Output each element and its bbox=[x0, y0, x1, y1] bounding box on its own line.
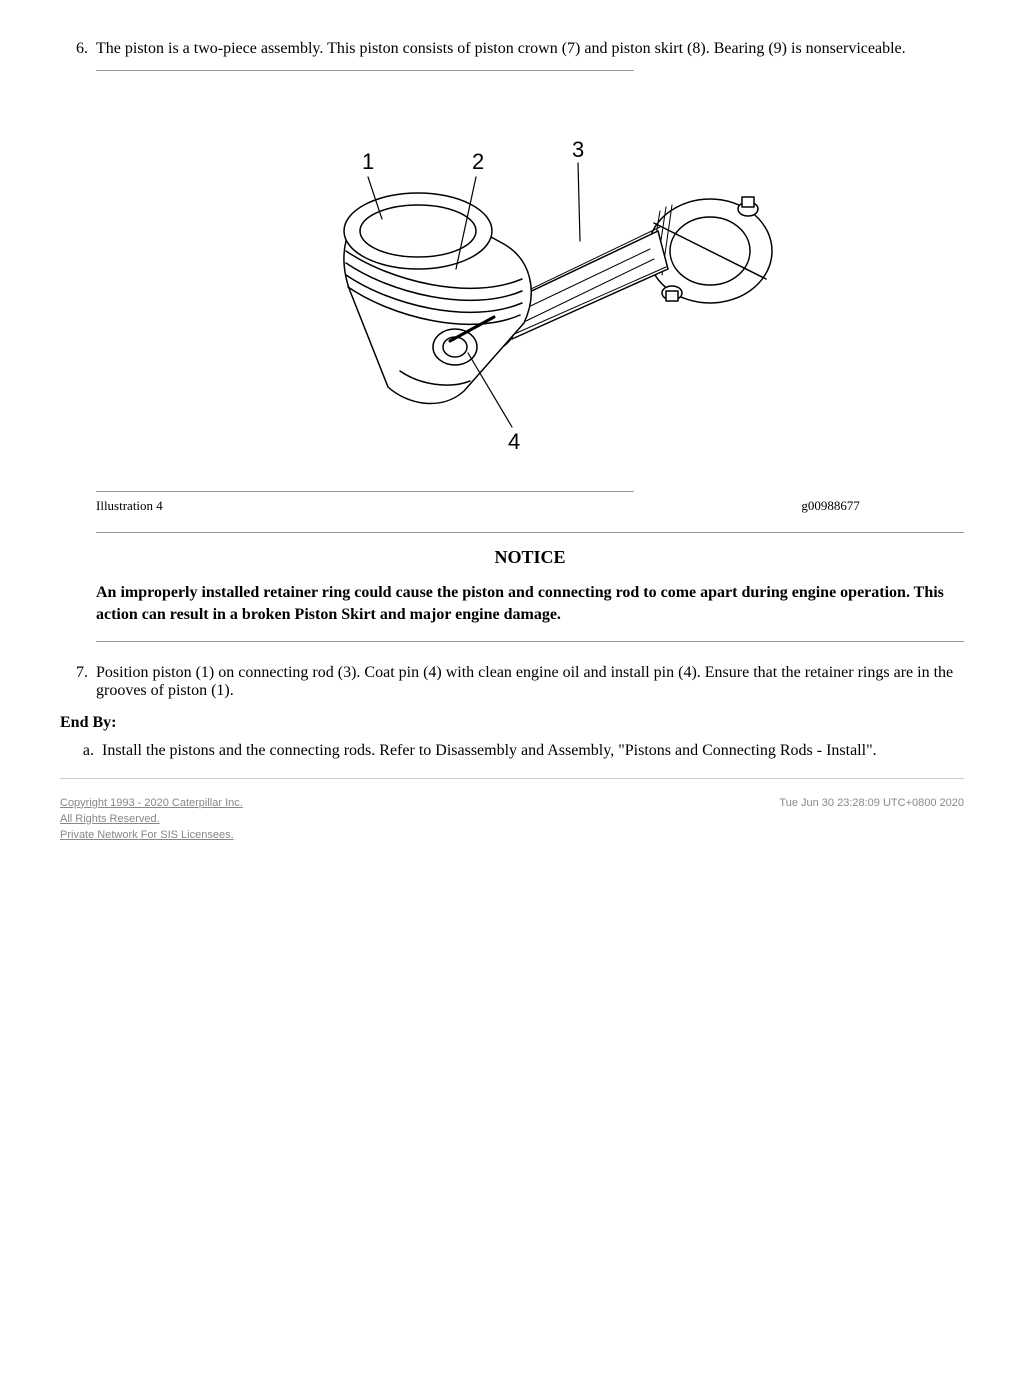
notice-title: NOTICE bbox=[96, 547, 964, 568]
footer-network-link[interactable]: Private Network For SIS Licensees. bbox=[60, 829, 243, 841]
callout-4: 4 bbox=[508, 429, 520, 454]
end-by-item-a: a. Install the pistons and the connectin… bbox=[66, 742, 964, 760]
illustration-id: g00988677 bbox=[801, 498, 860, 514]
step-7-number: 7. bbox=[60, 664, 96, 700]
step-6-text: The piston is a two-piece assembly. This… bbox=[96, 40, 964, 58]
callout-3: 3 bbox=[572, 137, 584, 162]
step-6: 6. The piston is a two-piece assembly. T… bbox=[60, 40, 964, 58]
notice-rule-top bbox=[96, 532, 964, 533]
footer-copyright-link[interactable]: Copyright 1993 - 2020 Caterpillar Inc. bbox=[60, 797, 243, 809]
illustration-4-block: 1 2 3 4 Illustration 4 g00988677 bbox=[96, 70, 964, 514]
notice-body: An improperly installed retainer ring co… bbox=[96, 582, 964, 627]
illustration-label: Illustration 4 bbox=[96, 498, 163, 514]
footer-rule bbox=[60, 778, 964, 779]
footer-left: Copyright 1993 - 2020 Caterpillar Inc. A… bbox=[60, 797, 243, 845]
step-7: 7. Position piston (1) on connecting rod… bbox=[60, 664, 964, 700]
piston-connecting-rod-illustration: 1 2 3 4 bbox=[250, 101, 810, 461]
figure-rule-bottom bbox=[96, 491, 634, 492]
footer-timestamp: Tue Jun 30 23:28:09 UTC+0800 2020 bbox=[779, 797, 964, 845]
notice-block: NOTICE An improperly installed retainer … bbox=[96, 532, 964, 642]
figure-rule-top bbox=[96, 70, 634, 71]
end-by-heading: End By: bbox=[60, 714, 964, 732]
piston-body bbox=[344, 193, 531, 403]
connecting-rod-big-end bbox=[648, 197, 772, 303]
step-6-number: 6. bbox=[60, 40, 96, 58]
end-by-a-text: Install the pistons and the connecting r… bbox=[102, 742, 964, 760]
step-7-text: Position piston (1) on connecting rod (3… bbox=[96, 664, 964, 700]
callout-2: 2 bbox=[472, 149, 484, 174]
callout-1: 1 bbox=[362, 149, 374, 174]
footer-row: Copyright 1993 - 2020 Caterpillar Inc. A… bbox=[60, 797, 964, 845]
notice-rule-bottom bbox=[96, 641, 964, 642]
illustration-caption-row: Illustration 4 g00988677 bbox=[96, 498, 860, 514]
footer-rights-link[interactable]: All Rights Reserved. bbox=[60, 813, 243, 825]
end-by-a-letter: a. bbox=[66, 742, 102, 760]
